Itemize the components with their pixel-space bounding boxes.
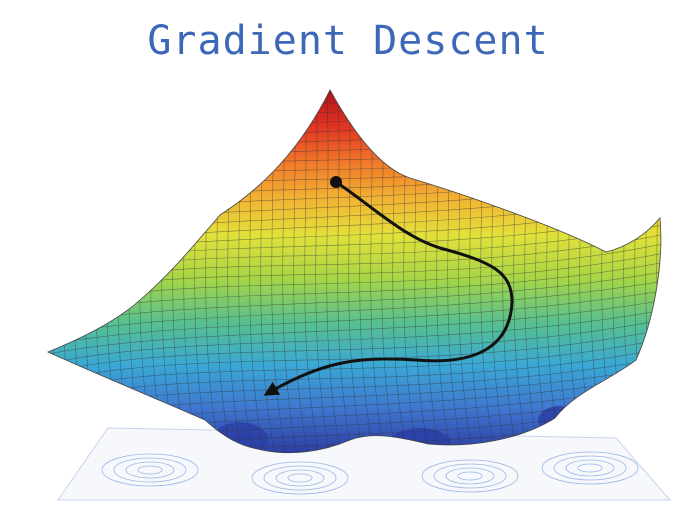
loss-surface [48,90,661,453]
descent-path-line [263,180,514,396]
surface-outline [46,89,662,454]
contour-plane [57,427,672,501]
basin [538,406,582,434]
page-title: Gradient Descent [147,18,549,64]
descent-path [263,176,514,396]
start-point [330,176,342,188]
